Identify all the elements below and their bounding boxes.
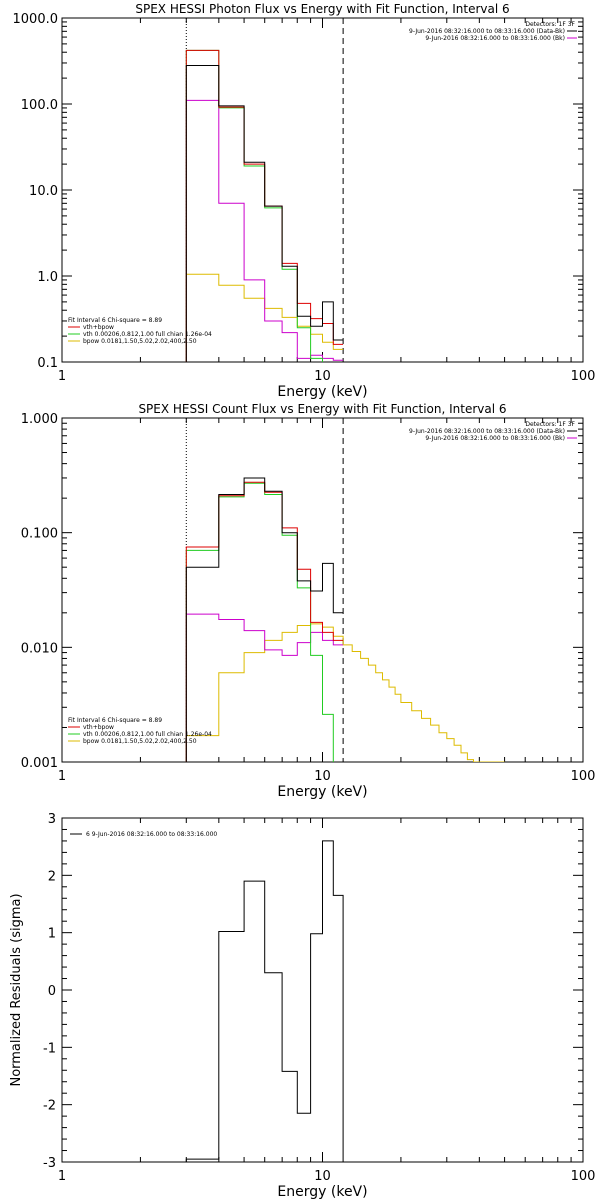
series-vth [185, 482, 334, 762]
y-tick-label: 0.1 [37, 356, 58, 371]
legend-bottom-entry: vth+bpow [83, 324, 114, 331]
legend-top-entry: 9-Jun-2016 08:32:16.000 to 08:33:16.000 … [425, 435, 565, 442]
x-tick-label: 10 [314, 1169, 331, 1184]
series-group [185, 477, 505, 762]
legend-top-right: Detectors: 1F 3F9-Jun-2016 08:32:16.000 … [409, 421, 577, 442]
x-tick-label: 100 [571, 369, 596, 384]
y-tick-label: 1.0 [37, 270, 58, 285]
legend-top-entry: 9-Jun-2016 08:32:16.000 to 08:33:16.000 … [409, 28, 565, 35]
legend-bottom-entry: vth+bpow [83, 724, 114, 731]
series-data-bk [185, 477, 344, 762]
y-tick-label: 0.100 [21, 527, 58, 542]
y-tick-label: 3 [48, 812, 56, 827]
series-bpow [185, 273, 344, 362]
x-tick-label: 1 [58, 369, 66, 384]
legend-top-left: 6 9-Jun-2016 08:32:16.000 to 08:33:16.00… [70, 831, 217, 838]
legend-bottom-entry: vth 0.00206,0.812,1.00 full chian 1.26e-… [83, 731, 212, 738]
chart-title: SPEX HESSI Photon Flux vs Energy with Fi… [135, 2, 509, 16]
series-group [185, 49, 344, 362]
y-tick-label: 100.0 [21, 98, 58, 113]
chart-title: SPEX HESSI Count Flux vs Energy with Fit… [138, 402, 506, 416]
y-tick-label: 1.000 [21, 412, 58, 427]
legend-bottom-entry: vth 0.00206,0.812,1.00 full chian 1.26e-… [83, 331, 212, 338]
x-tick-label: 100 [571, 1169, 596, 1184]
series-group [185, 840, 344, 1162]
y-tick-label: 0.001 [21, 756, 58, 771]
x-axis-label: Energy (keV) [277, 1184, 367, 1200]
y-tick-label: 0 [48, 984, 56, 999]
series-bk [185, 613, 344, 762]
legend-top-right: Detectors: 1F 3F9-Jun-2016 08:32:16.000 … [409, 21, 577, 42]
series-bk [185, 99, 344, 362]
x-tick-label: 10 [314, 369, 331, 384]
legend-bottom-entry: bpow 0.0181,1.50,5.02,2.02,400,2.50 [83, 738, 197, 745]
legend-top-left-entry: 6 9-Jun-2016 08:32:16.000 to 08:33:16.00… [86, 831, 217, 838]
x-axis-label: Energy (keV) [277, 384, 367, 400]
legend-top-entry: 9-Jun-2016 08:32:16.000 to 08:33:16.000 … [425, 35, 565, 42]
series-bpow [185, 623, 505, 762]
y-tick-label: -1 [43, 1041, 56, 1056]
legend-top-entry: Detectors: 1F 3F [525, 421, 575, 428]
y-axis-label: Normalized Residuals (sigma) [9, 893, 24, 1086]
y-tick-label: 1000.0 [13, 12, 59, 27]
legend-bottom-left: Fit Interval 6 Chi-square = 8.89vth+bpow… [68, 317, 212, 345]
legend-bottom-entry: Fit Interval 6 Chi-square = 8.89 [68, 717, 162, 724]
series-vth-bpow [185, 481, 344, 762]
y-tick-label: 1 [48, 927, 56, 942]
legend-bottom-entry: Fit Interval 6 Chi-square = 8.89 [68, 317, 162, 324]
x-tick-label: 100 [571, 769, 596, 784]
y-tick-label: 2 [48, 869, 56, 884]
y-tick-label: 10.0 [29, 184, 58, 199]
y-tick-label: 0.010 [21, 641, 58, 656]
y-tick-label: -2 [43, 1099, 56, 1114]
legend-bottom-left: Fit Interval 6 Chi-square = 8.89vth+bpow… [68, 717, 212, 745]
chart-panel-3: 1 10 100 Energy (keV) -3 -2 -1 0 1 2 3 Normalized R… [9, 812, 595, 1200]
x-tick-label: 1 [58, 1169, 66, 1184]
x-tick-label: 10 [314, 769, 331, 784]
legend-bottom-entry: bpow 0.0181,1.50,5.02,2.02,400,2.50 [83, 338, 197, 345]
series-residuals [185, 840, 344, 1162]
legend-top-entry: 9-Jun-2016 08:32:16.000 to 08:33:16.000 … [409, 428, 565, 435]
x-tick-label: 1 [58, 769, 66, 784]
x-axis-label: Energy (keV) [277, 784, 367, 800]
chart-panel-1: SPEX HESSI Photon Flux vs Energy with Fi… [13, 2, 596, 400]
legend-top-entry: Detectors: 1F 3F [525, 21, 575, 28]
y-tick-label: -3 [43, 1156, 56, 1171]
series-data-bk [185, 65, 344, 362]
chart-panel-2: SPEX HESSI Count Flux vs Energy with Fit… [21, 402, 596, 800]
